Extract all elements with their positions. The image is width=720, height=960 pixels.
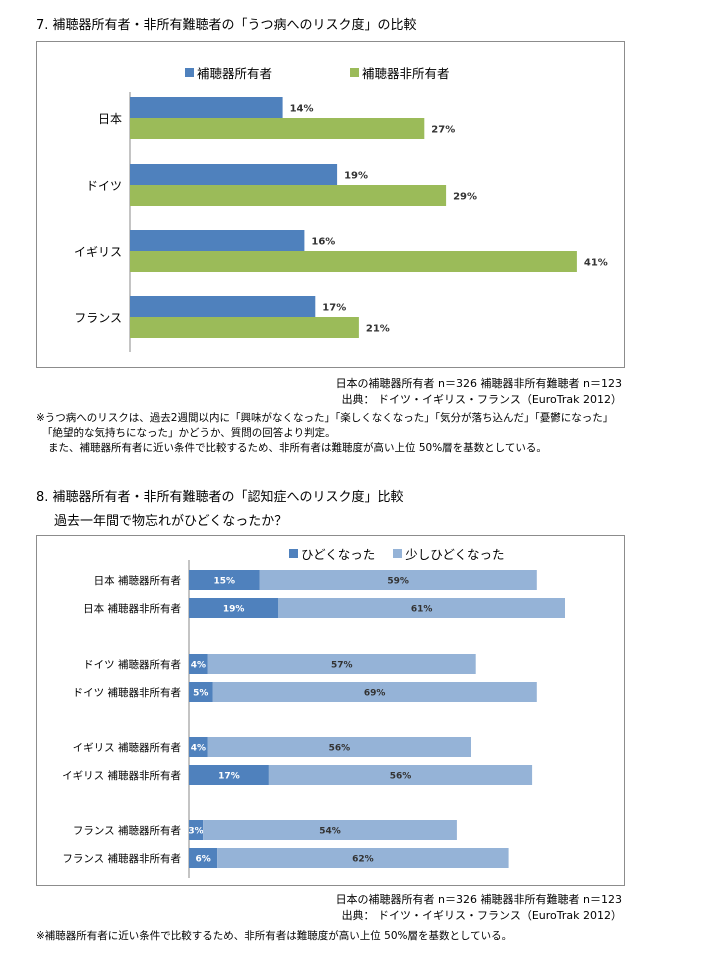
chart2-data-label: 4% [191, 661, 206, 671]
chart2-bar [207, 737, 472, 757]
chart1-bar [130, 251, 577, 272]
chart2-data-label: 17% [218, 772, 240, 782]
chart1-data-label: 17% [322, 303, 346, 314]
chart2-data-label: 61% [411, 605, 433, 615]
chart2-category-label: 日本 補聴器非所有者 [83, 602, 181, 615]
chart1-data-label: 16% [311, 237, 335, 248]
section7-footnote-3: また、補聴器所有者に近い条件で比較するため、非所有者は難聴度が高い上位 50%層… [48, 442, 547, 454]
legend-swatch-owner [185, 68, 194, 77]
chart2-data-label: 56% [329, 744, 351, 754]
legend-worse-label: ひどくなった [301, 547, 376, 562]
chart1-svg: 日本 14% 27% ドイツ 19% 29% イギリス 16% 41% フランス 17% 21% [74, 92, 608, 352]
chart1-frame: 補聴器所有者 補聴器非所有者 日本 14% 27% ドイツ 19% 29% イギリス 16% 4… [36, 41, 625, 368]
section8-subtitle: 過去一年間で物忘れがひどくなったか？ [54, 514, 288, 529]
chart2-data-label: 69% [364, 689, 386, 699]
chart1-bar [130, 97, 283, 118]
section7-footnote-2: 「絶望的な気持ちになった」かどうか、質問の回答より判定。 [42, 427, 336, 439]
chart2-data-label: 62% [352, 855, 374, 865]
legend-owner-label: 補聴器所有者 [197, 66, 273, 81]
legend-swatch-slightly-worse [393, 549, 403, 558]
chart2-frame: ひどくなった 少しひどくなった 日本 補聴器所有者 15% 59% 日本 補聴器非所有… [36, 535, 625, 886]
chart2-svg: 日本 補聴器所有者 15% 59% 日本 補聴器非所有者 19% 61% ドイツ 補聴器所有… [62, 560, 565, 878]
section7-title: 7. 補聴器所有者・非所有難聴者の「うつ病へのリスク度」の比較 [36, 18, 417, 33]
chart1-bar [130, 118, 425, 139]
legend-nonowner-label: 補聴器非所有者 [362, 66, 450, 81]
chart1-data-label: 19% [344, 171, 368, 182]
chart2-data-label: 56% [390, 772, 412, 782]
section8-title: 8. 補聴器所有者・非所有難聴者の「認知症へのリスク度」比較 [36, 490, 404, 505]
chart2-bar [259, 570, 537, 590]
chart1-legend: 補聴器所有者 補聴器非所有者 [185, 63, 450, 82]
chart2-data-label: 15% [213, 577, 235, 587]
chart1-data-label: 14% [290, 104, 314, 115]
section7-source-note: 出典： ドイツ・イギリス・フランス（EuroTrak 2012） [341, 393, 622, 406]
chart1-category-label: フランス [74, 311, 122, 325]
legend-swatch-worse [289, 549, 298, 558]
chart2-category-label: イギリス 補聴器所有者 [73, 741, 181, 754]
chart2-data-label: 57% [331, 661, 353, 671]
chart2-data-label: 3% [188, 827, 203, 837]
chart2-bar [207, 654, 476, 674]
chart1-bar [130, 317, 359, 338]
chart2-category-label: ドイツ 補聴器所有者 [83, 658, 181, 671]
chart2-bar [217, 848, 509, 868]
chart2-bar [268, 765, 533, 785]
chart2-bar [189, 570, 260, 590]
chart1-bar [130, 296, 316, 317]
chart1-category-label: イギリス [74, 245, 122, 259]
chart2-data-label: 19% [223, 605, 245, 615]
chart2-bar [189, 848, 218, 868]
section7-footnote-1: ※うつ病へのリスクは、過去2週間以内に「興味がなくなった」「楽しくなくなった」「… [36, 412, 614, 424]
section8-sample-note: 日本の補聴器所有者 n＝326 補聴器非所有難聴者 n＝123 [335, 893, 622, 906]
chart2-bar [189, 820, 204, 840]
chart2-bar [278, 598, 565, 618]
chart1-data-label: 41% [584, 258, 608, 269]
chart1-data-label: 27% [431, 125, 455, 136]
chart2-bar [189, 682, 213, 702]
section8-source-note: 出典： ドイツ・イギリス・フランス（EuroTrak 2012） [341, 909, 622, 922]
legend-slightly-worse-label: 少しひどくなった [405, 547, 505, 562]
chart2-category-label: フランス 補聴器所有者 [73, 824, 181, 837]
section7-sample-note: 日本の補聴器所有者 n＝326 補聴器非所有難聴者 n＝123 [335, 377, 622, 390]
chart2-data-label: 5% [193, 689, 208, 699]
chart2-bar [212, 682, 537, 702]
chart2-bar [189, 654, 208, 674]
chart1-bar [130, 230, 305, 251]
chart1-data-label: 21% [366, 324, 390, 335]
chart2-legend: ひどくなった 少しひどくなった [289, 544, 505, 563]
chart1-category-label: ドイツ [86, 179, 122, 193]
chart2-bar [189, 737, 208, 757]
chart2-category-label: ドイツ 補聴器非所有者 [73, 686, 181, 699]
chart2-data-label: 4% [191, 744, 206, 754]
chart2-data-label: 59% [387, 577, 409, 587]
section8-footnote: ※補聴器所有者に近い条件で比較するため、非所有者は難聴度が高い上位 50%層を基… [36, 930, 513, 942]
chart2-bar [189, 598, 279, 618]
chart2-data-label: 6% [195, 855, 210, 865]
chart2-category-label: イギリス 補聴器非所有者 [62, 769, 181, 782]
chart2-category-label: 日本 補聴器所有者 [94, 574, 181, 587]
chart2-bar [189, 765, 269, 785]
chart2-bar [203, 820, 457, 840]
chart1-category-label: 日本 [98, 112, 122, 126]
chart2-data-label: 54% [319, 827, 341, 837]
legend-swatch-nonowner [350, 68, 360, 77]
chart1-data-label: 29% [453, 192, 477, 203]
chart1-bar [130, 164, 338, 185]
chart1-bar [130, 185, 447, 206]
chart2-category-label: フランス 補聴器非所有者 [62, 852, 181, 865]
